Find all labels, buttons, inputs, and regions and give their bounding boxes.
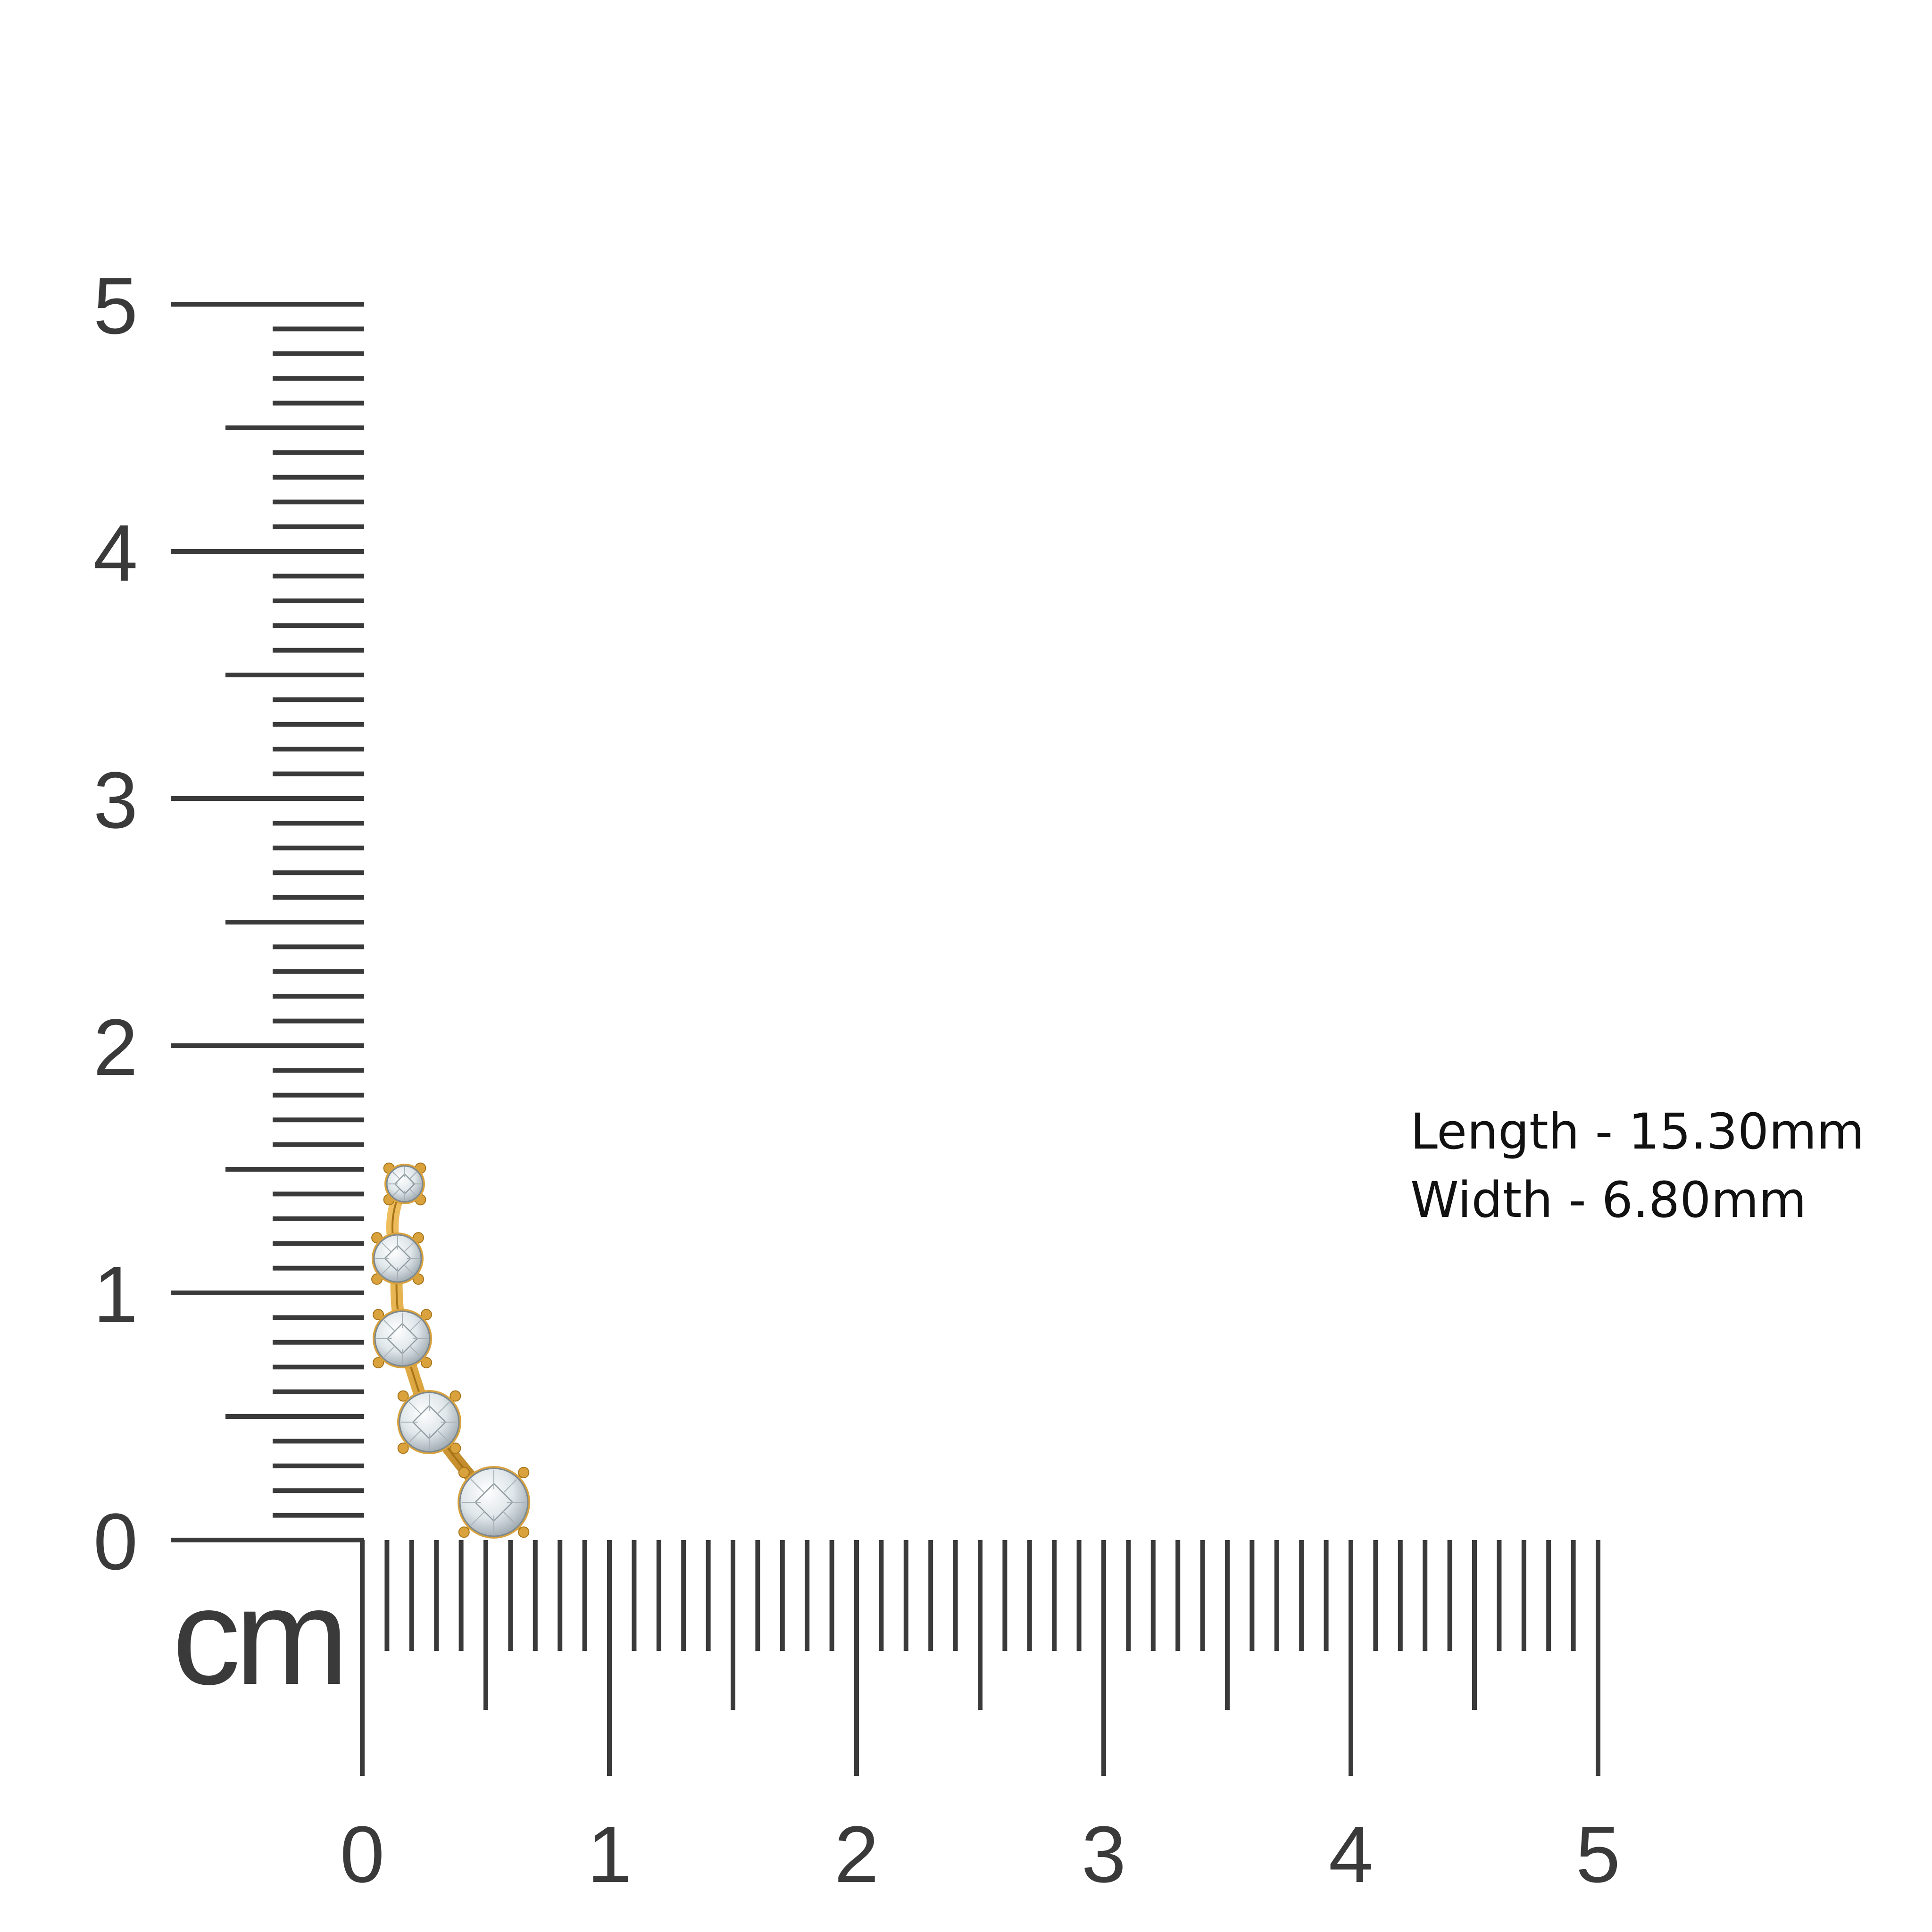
- vertical-ruler: [171, 302, 364, 1542]
- vertical-ruler-label: 2: [93, 1003, 138, 1092]
- horizontal-ruler-label: 3: [1082, 1810, 1126, 1899]
- vertical-ruler-label: 3: [93, 756, 138, 845]
- horizontal-ruler-label: 1: [587, 1810, 632, 1899]
- earring-stone: [383, 1162, 426, 1206]
- horizontal-ruler-labels: 0 1 2 3 4 5: [340, 1810, 1621, 1899]
- vertical-ruler-label: 0: [93, 1497, 138, 1587]
- earring-stone: [371, 1232, 424, 1285]
- vertical-ruler-label: 1: [93, 1250, 138, 1340]
- width-label: Width - 6.80mm: [1410, 1171, 1807, 1229]
- earring-stone: [397, 1390, 461, 1454]
- earring-stone: [373, 1309, 432, 1368]
- horizontal-ruler-label: 2: [834, 1810, 879, 1899]
- unit-label: cm: [172, 1560, 343, 1713]
- vertical-ruler-label: 4: [93, 508, 138, 598]
- horizontal-ruler-label: 5: [1576, 1810, 1621, 1899]
- horizontal-ruler-label: 4: [1329, 1810, 1374, 1899]
- earring-stone: [458, 1466, 530, 1539]
- vertical-ruler-label: 5: [93, 261, 138, 351]
- earring-climber-icon: [371, 1162, 530, 1539]
- vertical-ruler-labels: 0 1 2 3 4 5: [93, 261, 138, 1587]
- horizontal-ruler: [360, 1540, 1600, 1776]
- horizontal-ruler-label: 0: [340, 1810, 385, 1899]
- length-label: Length - 15.30mm: [1410, 1103, 1865, 1160]
